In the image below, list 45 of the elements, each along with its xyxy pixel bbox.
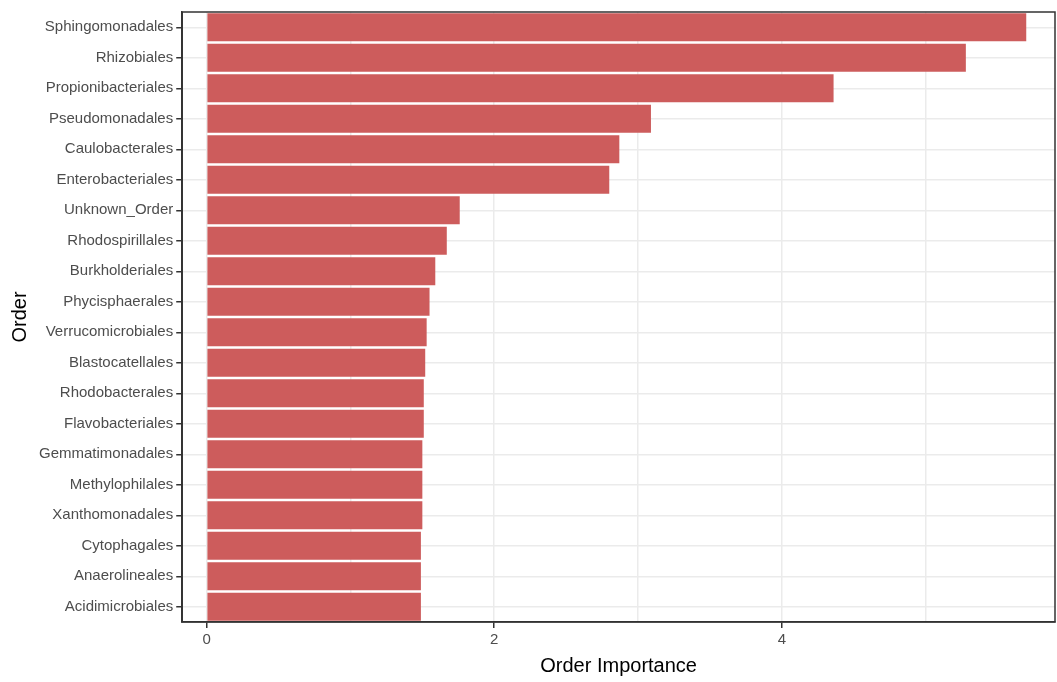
bar: [207, 135, 620, 164]
bar: [207, 592, 421, 621]
y-tick-label: Rhizobiales: [95, 47, 174, 65]
x-tick-label: 0: [202, 630, 211, 648]
y-tick-label: Sphingomonadales: [44, 17, 174, 35]
bar: [207, 318, 427, 347]
bar: [207, 531, 421, 560]
y-tick-label: Burkholderiales: [69, 261, 174, 279]
y-tick-label: Propionibacteriales: [45, 78, 174, 96]
x-axis-title: Order Importance: [540, 653, 697, 676]
bar: [207, 348, 426, 377]
bar: [207, 501, 423, 530]
bar: [207, 226, 447, 255]
y-tick-label: Rhodospirillales: [67, 230, 174, 248]
y-tick-label: Blastocatellales: [68, 352, 174, 370]
y-tick-label: Phycisphaerales: [63, 291, 174, 309]
bar: [207, 43, 966, 72]
y-tick-label: Caulobacterales: [64, 139, 174, 157]
y-axis-title: Order: [7, 291, 30, 343]
bar: [207, 287, 430, 316]
y-tick-label: Acidimicrobiales: [64, 596, 174, 614]
y-tick-label: Verrucomicrobiales: [45, 322, 174, 340]
bar: [207, 409, 424, 438]
x-tick-label: 4: [777, 630, 786, 648]
y-tick-label: Gemmatimonadales: [38, 444, 174, 462]
y-tick-label: Unknown_Order: [64, 200, 174, 218]
y-tick-label: Anaerolineales: [73, 566, 174, 584]
y-tick-label: Methylophilales: [69, 474, 174, 492]
bar: [207, 74, 834, 103]
x-tick-label: 2: [490, 630, 499, 648]
bar: [207, 13, 1027, 42]
y-tick-label: Rhodobacterales: [59, 383, 174, 401]
y-tick-label: Xanthomonadales: [52, 505, 174, 523]
bar: [207, 470, 423, 499]
bar: [207, 379, 424, 408]
y-tick-label: Pseudomonadales: [48, 108, 174, 126]
y-tick-label: Enterobacteriales: [56, 169, 174, 187]
y-tick-label: Cytophagales: [81, 535, 174, 553]
bar: [207, 104, 651, 133]
bar: [207, 257, 436, 286]
bar: [207, 165, 610, 194]
y-tick-label: Flavobacteriales: [64, 413, 174, 431]
bar: [207, 196, 460, 225]
bar: [207, 562, 421, 591]
bar: [207, 440, 423, 469]
